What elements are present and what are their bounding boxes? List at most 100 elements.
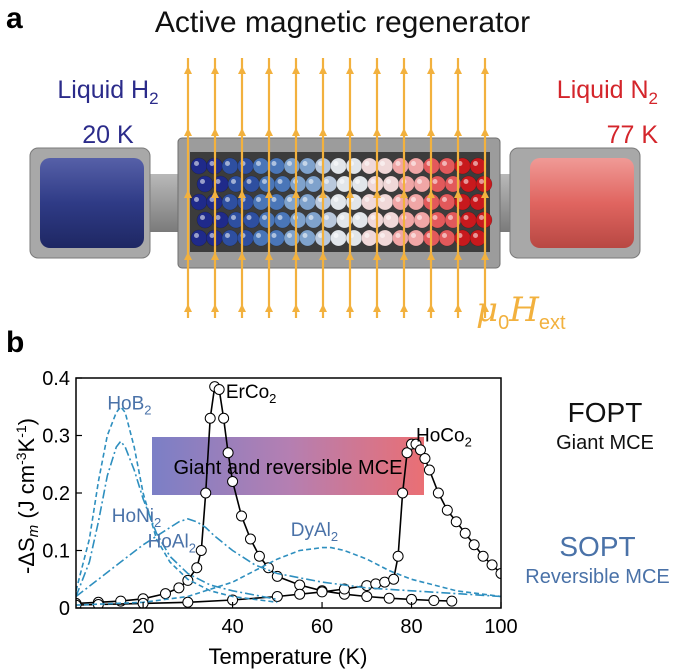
- sphere-highlight: [463, 215, 469, 220]
- hot-temperature: 77 K: [606, 121, 658, 149]
- sphere-highlight: [473, 161, 478, 166]
- regenerator-illustration: [29, 58, 641, 318]
- data-point-HoCo2: [182, 596, 194, 608]
- data-point-ErCo2: [213, 384, 225, 395]
- sphere-highlight: [473, 197, 478, 202]
- data-point-ErCo2: [195, 545, 207, 556]
- series-annotation: ErCo2: [226, 382, 277, 406]
- data-point-HoCo2: [468, 539, 480, 551]
- field-arrow-head: [454, 190, 462, 198]
- regenerator-sphere: [382, 211, 400, 229]
- hot-fluid-name: Liquid N: [556, 76, 649, 104]
- regenerator-sphere: [407, 157, 425, 175]
- data-point-HoCo2: [388, 573, 400, 585]
- field-arrow-head: [319, 252, 327, 260]
- sphere-highlight: [395, 197, 401, 202]
- cold-temperature: 20 K: [82, 121, 134, 149]
- field-arrow-head: [265, 252, 273, 260]
- sphere-highlight: [463, 179, 469, 184]
- regenerator-sphere: [438, 229, 456, 247]
- sphere-highlight: [302, 161, 308, 166]
- regenerator-sphere: [351, 175, 369, 193]
- field-arrow-head: [211, 190, 219, 198]
- field-arrow-head: [400, 190, 408, 198]
- x-tick-label: 20: [132, 616, 154, 638]
- regenerator-sphere: [413, 211, 431, 229]
- regenerator-sphere: [469, 157, 487, 175]
- field-arrow-head: [238, 304, 246, 312]
- sphere-highlight: [479, 215, 484, 220]
- series-line-HoB2: [76, 405, 278, 604]
- cold-fluid-sub: 2: [149, 89, 159, 108]
- field-arrow-head: [238, 190, 246, 198]
- sopt-subtitle: Reversible MCE: [525, 566, 670, 588]
- sphere-highlight: [370, 215, 376, 220]
- sopt-title: SOPT: [559, 531, 636, 562]
- x-tick-label: 60: [311, 616, 333, 638]
- regenerator-sphere: [252, 157, 270, 175]
- regenerator-sphere: [392, 157, 409, 175]
- sphere-highlight: [302, 233, 308, 238]
- field-arrow-head: [319, 304, 327, 312]
- sphere-highlight: [308, 215, 314, 220]
- fopt-legend: FOPT Giant MCE: [530, 396, 680, 456]
- sphere-highlight: [448, 179, 453, 184]
- field-arrow-head: [346, 66, 354, 74]
- data-point-ErCo2: [236, 510, 248, 522]
- field-arrow-head: [184, 128, 192, 136]
- data-point-HoCo2: [338, 583, 350, 595]
- sphere-highlight: [448, 215, 453, 220]
- regenerator-sphere: [252, 229, 270, 247]
- regenerator-sphere: [351, 211, 369, 229]
- magnetic-field-arrows: [184, 58, 489, 318]
- field-arrow-head: [454, 252, 462, 260]
- data-point-HoCo2: [459, 527, 471, 539]
- sphere-highlight: [209, 197, 215, 202]
- sphere-highlight: [364, 197, 370, 202]
- regenerator-sphere: [237, 229, 254, 247]
- sphere-highlight: [271, 233, 277, 238]
- series-annotation: DyAl2: [291, 520, 338, 544]
- sphere-highlight: [318, 197, 323, 202]
- sphere-highlight: [215, 179, 221, 184]
- data-point-ErCo2: [182, 574, 194, 586]
- regenerator-sphere: [243, 175, 260, 193]
- sphere-highlight: [417, 179, 422, 184]
- regenerator-sphere: [221, 193, 239, 211]
- field-arrow-head: [211, 304, 219, 312]
- sphere-highlight: [442, 161, 447, 166]
- field-arrow-head: [238, 128, 246, 136]
- sphere-highlight: [209, 161, 215, 166]
- x-axis-label: Temperature (K): [209, 644, 368, 669]
- regenerator-sphere: [460, 175, 477, 193]
- field-arrow-head: [292, 128, 300, 136]
- x-tick-label: 40: [221, 616, 243, 638]
- field-arrow-head: [400, 128, 408, 136]
- data-point-HoCo2: [370, 578, 382, 590]
- sphere-highlight: [395, 161, 401, 166]
- sphere-highlight: [246, 215, 252, 220]
- field-arrow-head: [346, 304, 354, 312]
- sphere-highlight: [194, 233, 199, 238]
- regenerator-sphere: [283, 157, 301, 175]
- regenerator-sphere: [268, 157, 285, 175]
- data-point-ErCo2: [204, 412, 216, 424]
- sphere-highlight: [225, 197, 230, 202]
- sphere-highlight: [333, 161, 339, 166]
- regenerator-sphere: [398, 175, 415, 193]
- regenerator-sphere: [345, 157, 363, 175]
- sphere-highlight: [318, 161, 323, 166]
- series-line-DyAl2: [76, 546, 501, 606]
- panel-a-title: Active magnetic regenerator: [154, 6, 531, 39]
- regenerator-sphere: [376, 157, 394, 175]
- field-arrow-head: [238, 66, 246, 74]
- data-point-ErCo2: [262, 562, 274, 574]
- data-point-ErCo2: [428, 595, 440, 607]
- data-point-HoCo2: [397, 487, 409, 499]
- series-line-HoAl2: [76, 518, 501, 598]
- data-point-ErCo2: [253, 550, 265, 562]
- field-arrow-head: [184, 252, 192, 260]
- regenerator-sphere: [469, 229, 487, 247]
- y-tick-label: 0.1: [42, 541, 70, 563]
- field-arrow-head: [319, 190, 327, 198]
